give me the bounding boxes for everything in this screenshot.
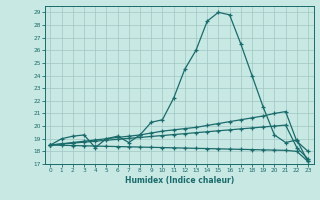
X-axis label: Humidex (Indice chaleur): Humidex (Indice chaleur) xyxy=(124,176,234,185)
